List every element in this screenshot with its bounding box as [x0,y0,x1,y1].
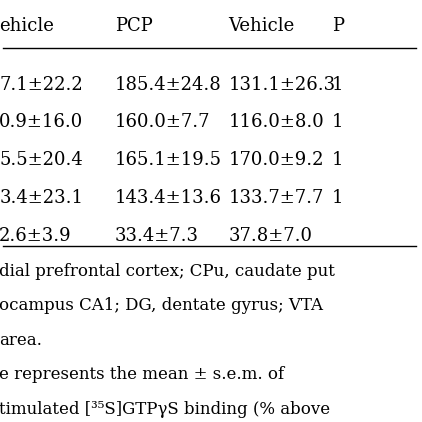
Text: 1: 1 [332,76,343,94]
Text: 131.1±26.3: 131.1±26.3 [228,76,335,94]
Text: 165.1±19.5: 165.1±19.5 [115,151,222,169]
Text: 2.6±3.9: 2.6±3.9 [0,227,72,245]
Text: 170.0±9.2: 170.0±9.2 [228,151,324,169]
Text: 0.9±16.0: 0.9±16.0 [0,114,84,132]
Text: e represents the mean ± s.e.m. of: e represents the mean ± s.e.m. of [0,366,284,383]
Text: 160.0±7.7: 160.0±7.7 [115,114,210,132]
Text: 185.4±24.8: 185.4±24.8 [115,76,222,94]
Text: 1: 1 [332,189,343,207]
Text: 7.1±22.2: 7.1±22.2 [0,76,83,94]
Text: dial prefrontal cortex; CPu, caudate put: dial prefrontal cortex; CPu, caudate put [0,262,335,280]
Text: 116.0±8.0: 116.0±8.0 [228,114,324,132]
Text: PCP: PCP [115,17,153,35]
Text: 37.8±7.0: 37.8±7.0 [228,227,312,245]
Text: 133.7±7.7: 133.7±7.7 [228,189,324,207]
Text: 1: 1 [332,114,343,132]
Text: 33.4±7.3: 33.4±7.3 [115,227,199,245]
Text: ocampus CA1; DG, dentate gyrus; VTA: ocampus CA1; DG, dentate gyrus; VTA [0,297,323,314]
Text: 3.4±23.1: 3.4±23.1 [0,189,83,207]
Text: timulated [³⁵S]GTPγS binding (% above: timulated [³⁵S]GTPγS binding (% above [0,400,330,417]
Text: 143.4±13.6: 143.4±13.6 [115,189,222,207]
Text: ehicle: ehicle [0,17,54,35]
Text: 5.5±20.4: 5.5±20.4 [0,151,83,169]
Text: Vehicle: Vehicle [228,17,295,35]
Text: P: P [332,17,344,35]
Text: 1: 1 [332,151,343,169]
Text: area.: area. [0,332,42,349]
